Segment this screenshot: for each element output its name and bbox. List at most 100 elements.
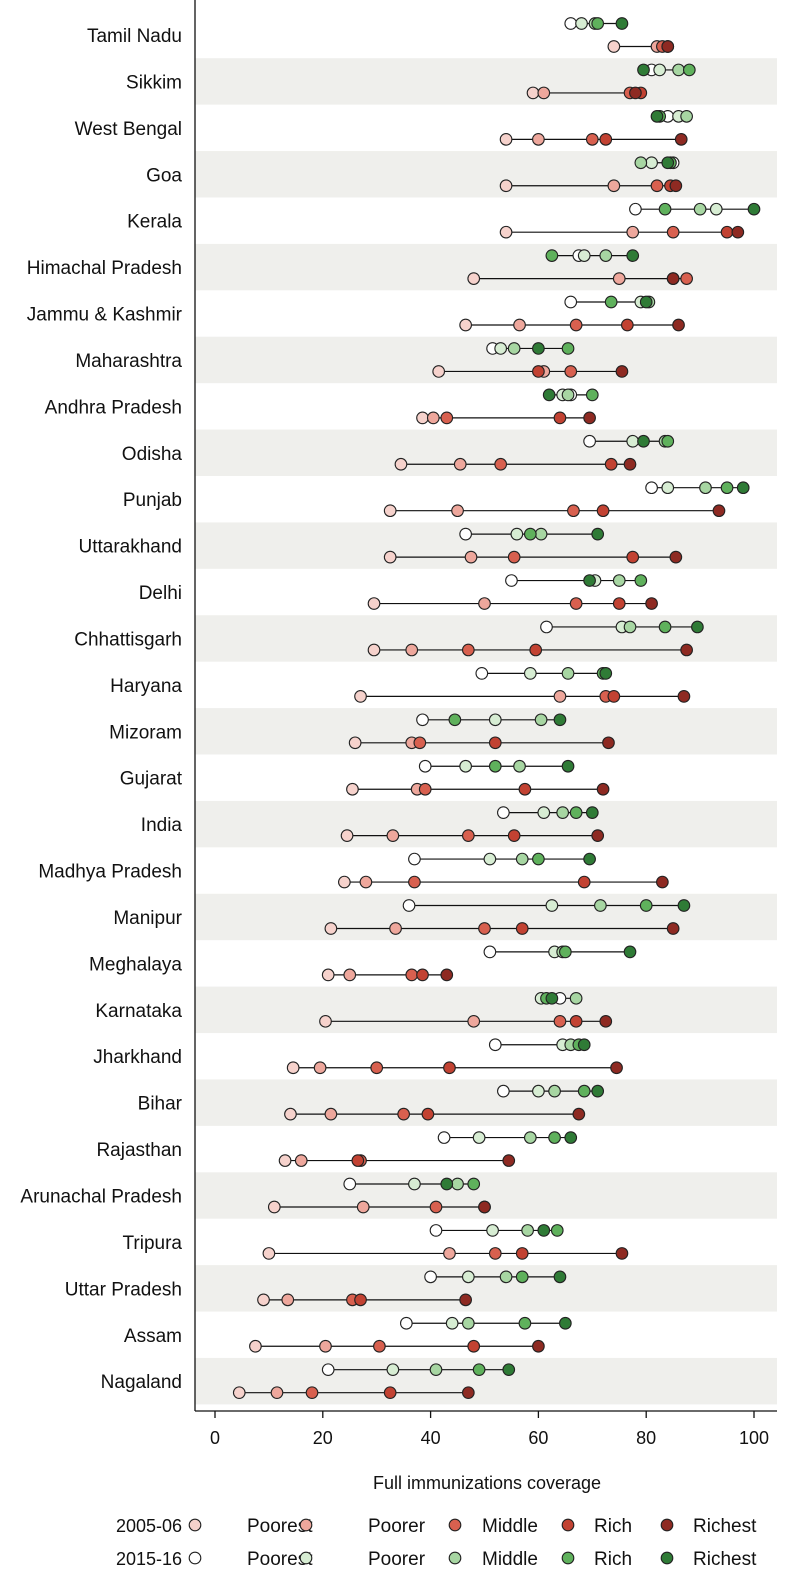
dot-2005-06-poorest xyxy=(340,829,354,842)
state-label: Assam xyxy=(124,1326,182,1347)
dot-2005-06-poorest xyxy=(526,86,540,100)
dot-2015-16-middle xyxy=(561,667,575,680)
dot-2015-16-middle xyxy=(672,63,685,77)
dot-2015-16-richest xyxy=(599,667,613,680)
dot-2015-16-middle xyxy=(623,620,637,634)
dot-2015-16-middle xyxy=(612,574,626,587)
row-band xyxy=(195,522,777,569)
dot-2005-06-middle xyxy=(373,1339,386,1353)
dot-2005-06-middle xyxy=(585,132,599,146)
dot-2005-06-rich xyxy=(507,829,521,842)
legend-item-label: Poorest xyxy=(247,1516,313,1537)
dot-2015-16-rich xyxy=(585,388,599,402)
dot-2005-06-rich xyxy=(383,1386,397,1400)
dot-2015-16-richest xyxy=(650,109,664,123)
legend-swatch xyxy=(188,1551,202,1565)
dot-2005-06-richest xyxy=(459,1293,472,1307)
dot-2015-16-richest xyxy=(639,295,653,309)
dot-2005-06-richest xyxy=(532,1339,545,1353)
dot-2015-16-richest xyxy=(691,620,704,634)
row-band xyxy=(195,1265,777,1312)
dot-2005-06-rich xyxy=(354,1293,367,1307)
dot-2015-16-richest xyxy=(637,434,650,448)
dot-2005-06-poorest xyxy=(232,1386,246,1400)
state-label: Tamil Nadu xyxy=(87,26,182,47)
dot-2015-16-poorest xyxy=(629,202,642,216)
dot-2015-16-poorest xyxy=(321,1363,335,1377)
dot-2005-06-poorer xyxy=(389,922,402,935)
state-label: Uttarakhand xyxy=(78,537,182,558)
dot-2015-16-rich xyxy=(448,713,462,727)
dot-2005-06-rich xyxy=(604,457,618,471)
legend-item-label: Rich xyxy=(594,1516,632,1537)
row-band xyxy=(195,800,777,848)
dot-2015-16-middle xyxy=(693,202,707,216)
dot-2005-06-poorest xyxy=(257,1293,270,1307)
legend-swatch xyxy=(561,1551,575,1565)
state-row: Jharkhand xyxy=(93,1038,623,1075)
row-band xyxy=(195,1357,777,1405)
state-row: Assam xyxy=(124,1316,572,1353)
state-row: Jammu & Kashmir xyxy=(27,295,685,332)
dot-2015-16-middle xyxy=(523,1131,537,1144)
dot-2005-06-middle xyxy=(478,922,491,935)
row-band xyxy=(195,429,777,476)
state-row: Sikkim xyxy=(126,63,696,100)
dot-2005-06-middle xyxy=(650,179,664,193)
dot-2015-16-poorest xyxy=(645,481,658,495)
state-label: Kerala xyxy=(127,212,182,233)
dot-2005-06-poorest xyxy=(284,1107,297,1121)
dot-2005-06-poorest xyxy=(348,736,362,750)
dot-2005-06-middle xyxy=(569,318,583,332)
dot-2015-16-poorest xyxy=(418,759,432,773)
state-label: Arunachal Pradesh xyxy=(20,1187,182,1208)
dot-2015-16-poorer xyxy=(545,899,559,912)
state-label: Jharkhand xyxy=(93,1047,182,1068)
dot-2015-16-rich xyxy=(661,434,675,448)
state-row: Delhi xyxy=(139,574,658,610)
dot-2005-06-middle xyxy=(494,457,508,471)
dot-2015-16-poorer xyxy=(532,1084,545,1098)
dot-2005-06-poorest xyxy=(367,643,381,657)
dot-2015-16-richest xyxy=(440,1177,454,1191)
dot-2005-06-rich xyxy=(443,1061,456,1075)
state-row: Chhattisgarh xyxy=(74,620,704,657)
dot-2015-16-richest xyxy=(537,1224,551,1237)
dot-2005-06-poorer xyxy=(294,1154,308,1167)
dot-2015-16-poorer xyxy=(486,1224,499,1237)
state-label: Manipur xyxy=(113,908,182,929)
legend-round-label: 2015-16 xyxy=(116,1549,182,1569)
dot-2015-16-richest xyxy=(637,63,650,77)
dot-2005-06-richest xyxy=(677,690,691,703)
dot-2005-06-poorer xyxy=(270,1386,284,1400)
dot-2005-06-rich xyxy=(720,225,734,239)
dot-2005-06-middle xyxy=(553,1014,567,1028)
dot-2005-06-poorest xyxy=(321,968,335,982)
dot-2005-06-poorest xyxy=(499,179,513,193)
dot-2015-16-middle xyxy=(513,759,526,773)
dot-2005-06-richest xyxy=(602,736,615,750)
dot-2005-06-rich xyxy=(421,1107,435,1121)
dot-2005-06-richest xyxy=(583,411,596,425)
x-tick-label: 0 xyxy=(210,1428,220,1448)
legend-item-label: Poorer xyxy=(368,1549,426,1570)
dot-2005-06-rich xyxy=(351,1154,365,1167)
dot-2005-06-poorest xyxy=(607,40,621,53)
state-row: Nagaland xyxy=(101,1363,516,1400)
state-label: Mizoram xyxy=(109,722,182,743)
dot-2005-06-poorer xyxy=(532,132,545,146)
legend-item-label: Richest xyxy=(693,1549,757,1570)
legend-swatch xyxy=(660,1518,674,1532)
dot-2015-16-richest xyxy=(591,527,605,541)
dot-2005-06-poorer xyxy=(478,597,491,610)
row-band xyxy=(195,1079,777,1126)
dot-2015-16-middle xyxy=(561,388,575,402)
state-rows: Tamil Nadu Sikkim West Bengal Goa Kerala Hima… xyxy=(20,17,761,1400)
dot-2005-06-poorest xyxy=(416,411,429,425)
row-band xyxy=(195,708,777,755)
state-label: Madhya Pradesh xyxy=(38,862,182,883)
dot-2005-06-poorer xyxy=(356,1200,370,1214)
dot-2005-06-middle xyxy=(680,272,693,285)
row-band xyxy=(195,986,777,1034)
